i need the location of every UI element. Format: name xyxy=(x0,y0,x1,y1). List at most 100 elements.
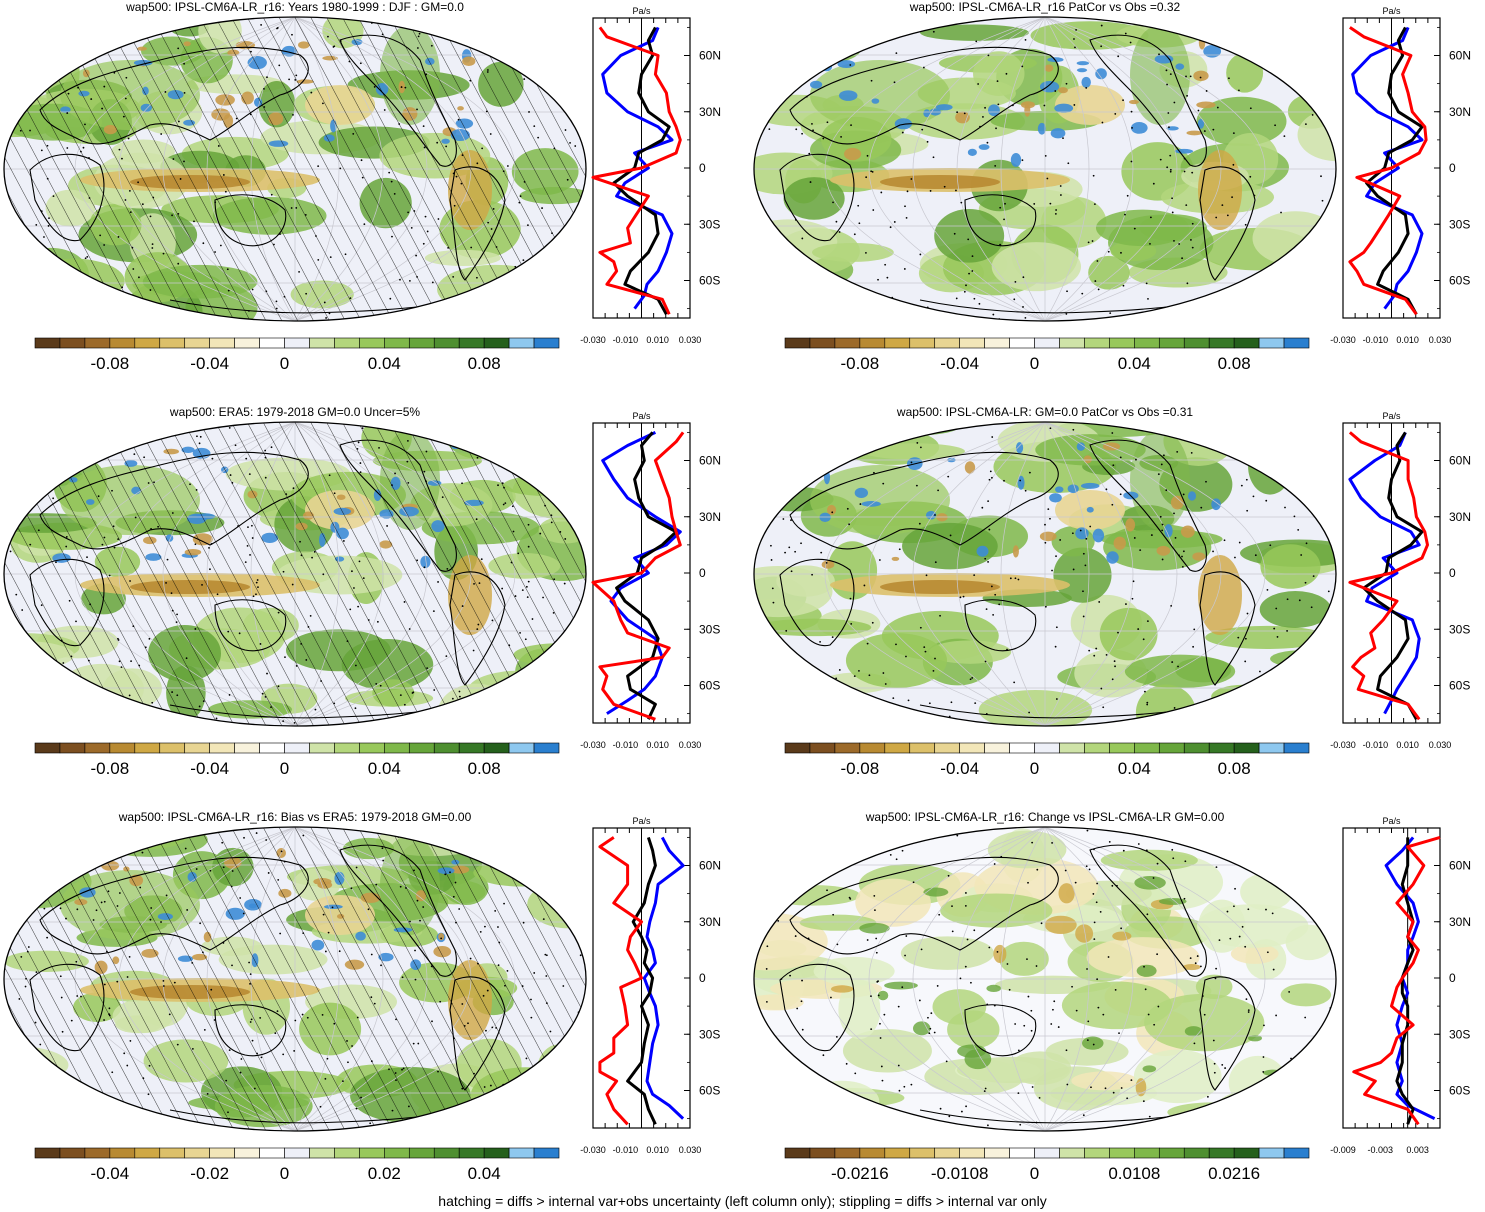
profile-line-blue xyxy=(601,26,674,310)
colorbar-swatch xyxy=(184,337,210,349)
lat-tick-label: 60S xyxy=(1449,679,1470,693)
x-tick-label: 0.030 xyxy=(1429,335,1452,345)
colorbar-swatch xyxy=(34,1147,61,1159)
colorbar-swatch xyxy=(1158,742,1185,754)
colorbar-swatch xyxy=(1034,1147,1060,1159)
colorbar-swatch xyxy=(159,1147,186,1159)
colorbar-swatch xyxy=(1208,337,1235,349)
colorbar-swatch xyxy=(984,337,1010,349)
colorbar: -0.04 -0.02 0 0.02 0.04 xyxy=(34,1147,560,1183)
colorbar-swatch xyxy=(359,1147,385,1159)
colorbar-swatch xyxy=(184,742,210,754)
colorbar-swatch xyxy=(84,1147,111,1159)
colorbar-swatch xyxy=(934,1147,960,1159)
colorbar-label: 0.04 xyxy=(368,759,401,778)
colorbar-swatch xyxy=(359,337,385,349)
colorbar-swatch xyxy=(159,742,186,754)
colorbar-swatch xyxy=(859,337,886,349)
colorbar-swatch xyxy=(859,742,886,754)
colorbar-label: 0.08 xyxy=(468,759,501,778)
colorbar-swatch xyxy=(1233,337,1260,349)
profile-line-black xyxy=(1365,26,1424,316)
map-outline xyxy=(753,826,1337,1132)
x-tick-label: 0.010 xyxy=(646,335,669,345)
colorbar-swatch xyxy=(1084,337,1110,349)
colorbar-label: -0.04 xyxy=(190,759,229,778)
colorbar-swatch xyxy=(909,742,936,754)
panel-change-vs-ensemble: wap500: IPSL-CM6A-LR_r16: Change vs IPSL… xyxy=(750,810,1485,1210)
x-tick-label: -0.030 xyxy=(1330,740,1356,750)
footer-note: hatching = diffs > internal var+obs unce… xyxy=(438,1193,1047,1209)
x-tick-label: 0.030 xyxy=(679,1145,702,1155)
colorbar-swatch xyxy=(234,742,260,754)
profile-line-blue xyxy=(1351,26,1424,310)
lat-tick-label: 30N xyxy=(1449,510,1471,524)
profile-line-blue xyxy=(601,431,682,715)
colorbar-swatch xyxy=(508,1147,535,1159)
colorbar-swatch xyxy=(1009,1147,1035,1159)
panel-graphics: -0.08 -0.04 0 0.04 0.08 -0.030 -0.010 0.010 0.03… xyxy=(3,6,721,373)
colorbar-swatch xyxy=(533,1147,560,1159)
colorbar-swatch xyxy=(384,742,410,754)
colorbar-swatch xyxy=(284,1147,310,1159)
colorbar-label: 0 xyxy=(1030,1164,1039,1183)
colorbar-swatch xyxy=(1283,742,1310,754)
colorbar-label: -0.08 xyxy=(840,759,879,778)
colorbar-swatch xyxy=(209,742,235,754)
colorbar-swatch xyxy=(859,1147,886,1159)
map-outline xyxy=(3,826,587,1132)
lat-tick-label: 0 xyxy=(1449,566,1456,580)
panel-title: wap500: IPSL-CM6A-LR_r16: Change vs IPSL… xyxy=(865,810,1225,824)
colorbar-swatch xyxy=(508,337,535,349)
profile-line-red xyxy=(1348,431,1429,721)
panel-title: wap500: IPSL-CM6A-LR: GM=0.0 PatCor vs O… xyxy=(896,405,1194,419)
colorbar-swatch xyxy=(309,337,335,349)
colorbar-swatch xyxy=(1084,742,1110,754)
colorbar-label: 0 xyxy=(280,354,289,373)
colorbar-swatch xyxy=(109,1147,136,1159)
x-tick-label: -0.010 xyxy=(1363,740,1389,750)
colorbar-swatch xyxy=(1134,337,1160,349)
colorbar-swatch xyxy=(458,1147,485,1159)
colorbar-swatch xyxy=(1183,742,1210,754)
lat-tick-label: 60N xyxy=(1449,454,1471,468)
colorbar-swatch xyxy=(109,742,136,754)
colorbar-label: 0.08 xyxy=(1218,354,1251,373)
x-tick-label: 0.003 xyxy=(1406,1145,1429,1155)
lat-tick-label: 60S xyxy=(699,1084,720,1098)
lat-tick-label: 30N xyxy=(699,105,721,119)
units-label: Pa/s xyxy=(632,6,651,16)
panel-graphics: -0.08 -0.04 0 0.04 0.08 -0.030 -0.010 0.010 0.03… xyxy=(753,6,1471,373)
panel-bias-vs-era5: wap500: IPSL-CM6A-LR_r16: Bias vs ERA5: … xyxy=(0,810,742,1210)
colorbar-label: -0.04 xyxy=(940,354,979,373)
colorbar-swatch xyxy=(984,1147,1010,1159)
profile-line-red xyxy=(1352,835,1441,1126)
colorbar-label: -0.04 xyxy=(190,354,229,373)
colorbar-swatch xyxy=(884,1147,911,1159)
colorbar-swatch xyxy=(959,337,985,349)
colorbar-swatch xyxy=(809,337,836,349)
lat-tick-label: 30S xyxy=(1449,1027,1470,1041)
lat-tick-label: 60S xyxy=(1449,274,1470,288)
colorbar-swatch xyxy=(458,742,485,754)
colorbar-swatch xyxy=(508,742,535,754)
profile-line-red xyxy=(591,26,682,315)
lat-tick-label: 0 xyxy=(1449,971,1456,985)
colorbar-swatch xyxy=(359,742,385,754)
colorbar-swatch xyxy=(1233,742,1260,754)
colorbar-swatch xyxy=(408,1147,435,1159)
colorbar-label: 0.08 xyxy=(468,354,501,373)
colorbar-swatch xyxy=(784,742,811,754)
colorbar-swatch xyxy=(1059,742,1085,754)
colorbar-swatch xyxy=(1158,1147,1185,1159)
lat-tick-label: 30S xyxy=(1449,622,1470,636)
x-tick-label: 0.030 xyxy=(679,740,702,750)
lat-tick-label: 30N xyxy=(1449,915,1471,929)
panel-graphics: -0.08 -0.04 0 0.04 0.08 -0.030 -0.010 0.010 0.03… xyxy=(753,411,1471,778)
colorbar-swatch xyxy=(959,742,985,754)
colorbar-swatch xyxy=(84,337,111,349)
colorbar-swatch xyxy=(458,337,485,349)
zonal-mean-profile: -0.030 -0.010 0.010 0.030 Pa/s 60N 30N 0 30S 60S xyxy=(580,6,721,345)
colorbar-swatch xyxy=(433,1147,460,1159)
colorbar: -0.08 -0.04 0 0.04 0.08 xyxy=(784,337,1310,373)
